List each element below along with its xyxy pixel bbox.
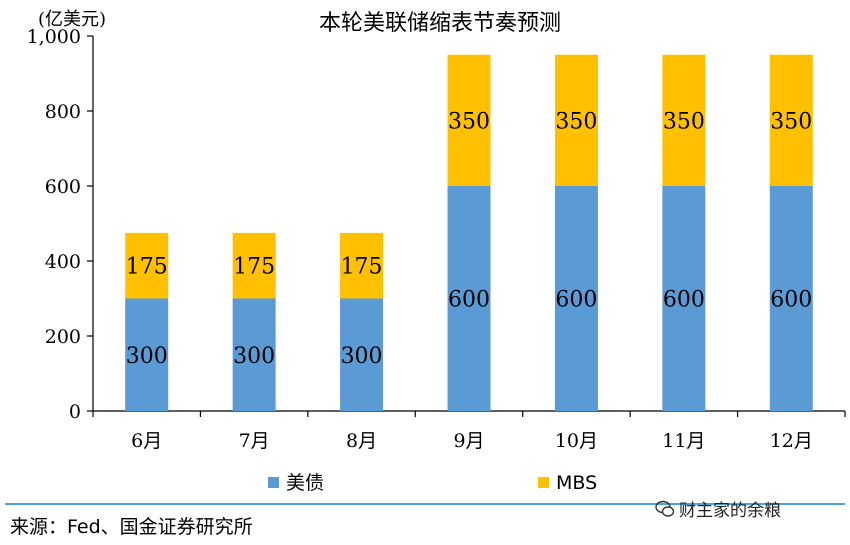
data-label: 350 xyxy=(448,109,490,134)
bar-segment-mbs xyxy=(662,54,706,186)
y-axis: 0 200 400 600 800 1,000 xyxy=(27,26,94,423)
bar-segment-mbs xyxy=(125,232,169,299)
bar-segment-mbs xyxy=(769,54,813,186)
y-unit-label: (亿美元) xyxy=(38,9,106,30)
data-label: 175 xyxy=(126,255,168,280)
watermark: 财主家的余粮 xyxy=(655,496,781,521)
bars: 300 175 300 175 300 175 600 350 600 350 600 350 600 3… xyxy=(125,54,813,411)
data-label: 300 xyxy=(341,344,383,369)
legend: 美债 MBS xyxy=(268,472,597,494)
x-tick-label: 12月 xyxy=(770,430,813,452)
data-label: 350 xyxy=(663,109,705,134)
data-label: 600 xyxy=(448,288,490,313)
data-label: 600 xyxy=(663,288,705,313)
y-tick-label: 800 xyxy=(45,101,81,123)
y-tick-label: 400 xyxy=(45,251,81,273)
x-tick-label: 11月 xyxy=(662,430,705,452)
data-label: 350 xyxy=(555,109,597,134)
bar-segment-treasury xyxy=(662,186,706,411)
x-tick-label: 7月 xyxy=(239,430,270,452)
bar-segment-treasury xyxy=(232,298,276,411)
data-label: 175 xyxy=(233,255,275,280)
watermark-text: 财主家的余粮 xyxy=(679,501,781,521)
bar-segment-treasury xyxy=(554,186,598,411)
bar-segment-treasury xyxy=(447,186,491,411)
source-note: 来源：Fed、国金证券研究所 xyxy=(10,516,253,538)
bar-segment-treasury xyxy=(340,298,384,411)
data-label: 350 xyxy=(770,109,812,134)
bar-segment-mbs xyxy=(447,54,491,186)
x-tick-label: 10月 xyxy=(555,430,598,452)
legend-label: MBS xyxy=(556,472,597,494)
y-tick-label: 0 xyxy=(69,401,81,423)
legend-swatch xyxy=(538,477,549,488)
bar-segment-treasury xyxy=(125,298,169,411)
data-label: 300 xyxy=(233,344,275,369)
data-label: 600 xyxy=(770,288,812,313)
legend-label: 美债 xyxy=(286,472,324,494)
x-axis: 6月 7月 8月 9月 10月 11月 12月 xyxy=(92,410,846,452)
data-label: 300 xyxy=(126,344,168,369)
wechat-icon xyxy=(655,500,675,517)
x-tick-label: 8月 xyxy=(346,430,377,452)
bar-segment-mbs xyxy=(340,232,384,299)
chart-title: 本轮美联储缩表节奏预测 xyxy=(319,11,561,36)
data-label: 175 xyxy=(341,255,383,280)
bar-segment-mbs xyxy=(232,232,276,299)
y-tick-label: 600 xyxy=(45,176,81,198)
x-tick-label: 6月 xyxy=(131,430,162,452)
bar-segment-treasury xyxy=(769,186,813,411)
data-label: 600 xyxy=(555,288,597,313)
bar-segment-mbs xyxy=(554,54,598,186)
x-tick-label: 9月 xyxy=(453,430,484,452)
y-tick-label: 1,000 xyxy=(27,26,81,48)
y-tick-label: 200 xyxy=(45,326,81,348)
legend-swatch xyxy=(268,477,279,488)
